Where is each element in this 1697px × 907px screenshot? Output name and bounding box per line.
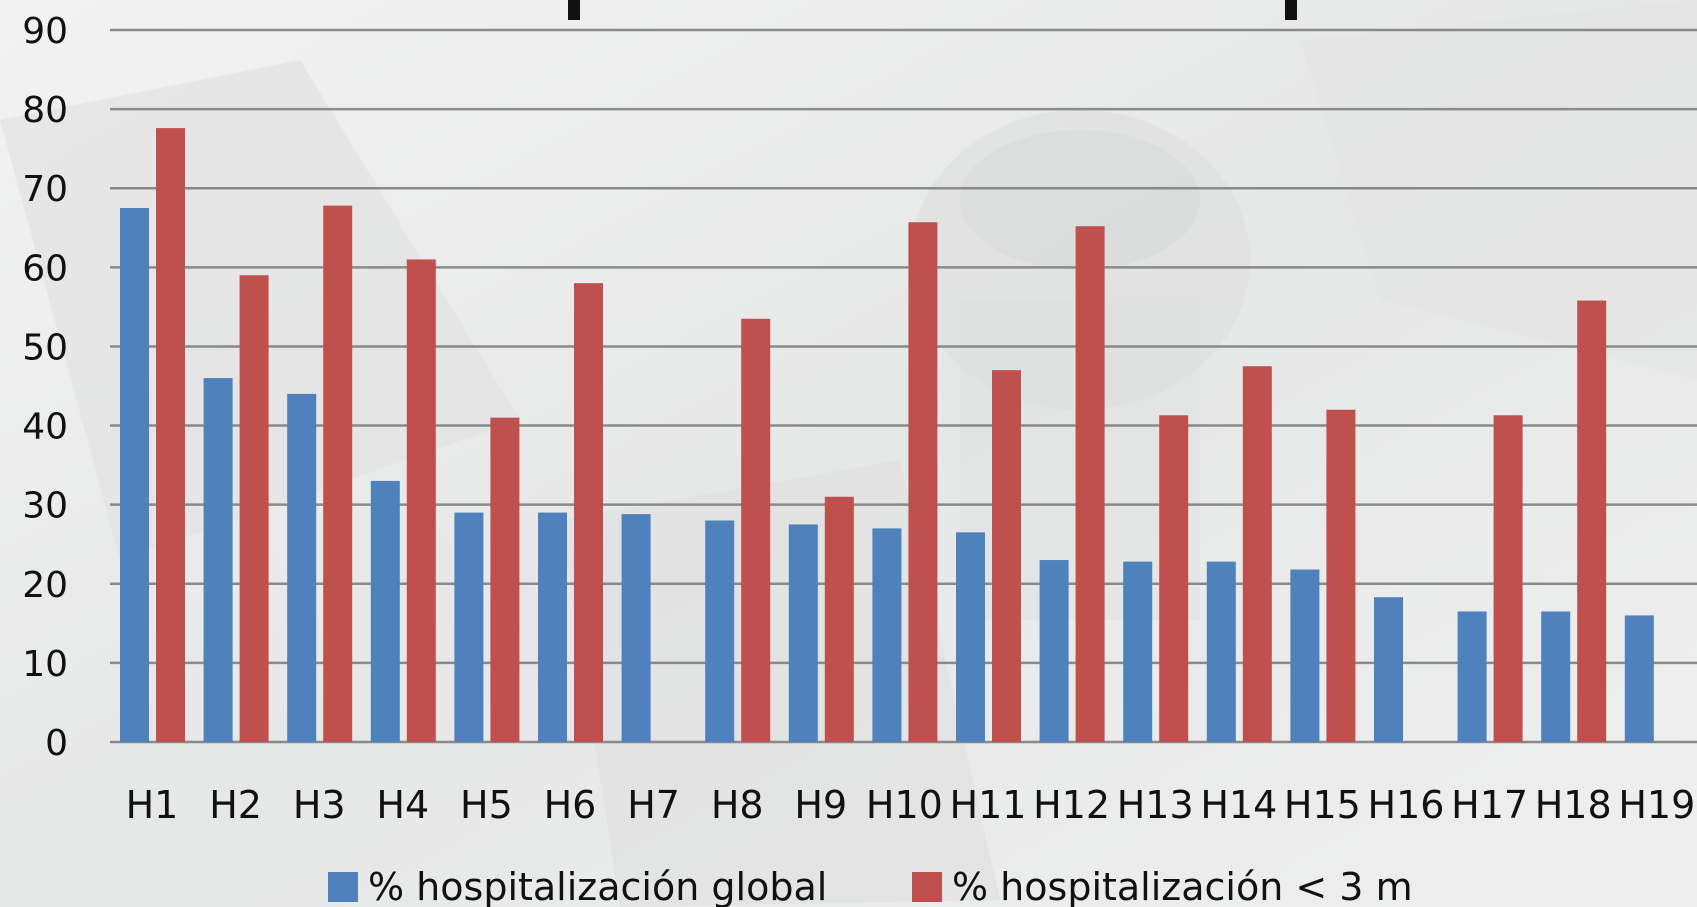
bar [1159,415,1189,742]
x-tick-label: H12 [1033,783,1110,827]
bar [992,370,1021,742]
bar [156,128,185,742]
x-tick-label: H7 [627,783,680,827]
legend-swatch [912,872,942,902]
bar [239,275,269,742]
bar [406,259,436,742]
bar [490,417,520,742]
bar [1374,597,1403,742]
bar [1624,615,1654,742]
bar [956,532,985,742]
bar [705,520,735,742]
bar [741,318,771,742]
bar [370,480,400,742]
bar [120,208,149,742]
x-tick-label: H6 [544,783,597,827]
x-tick-label: H14 [1200,783,1277,827]
x-tick-label: H1 [126,783,179,827]
x-tick-label: H2 [209,783,262,827]
bar [788,524,818,742]
x-tick-label: H16 [1368,783,1445,827]
x-tick-label: H17 [1451,783,1528,827]
legend-label: % hospitalización < 3 m [952,865,1413,907]
y-tick-label: 80 [22,90,68,131]
x-tick-label: H8 [711,783,764,827]
bar [621,514,651,742]
bar [203,378,233,742]
title-fragment-left [568,0,580,20]
legend-swatch [328,872,358,902]
x-tick-label: H11 [950,783,1027,827]
bar [1039,560,1069,742]
y-tick-label: 0 [45,723,68,764]
legend-label: % hospitalización global [368,865,827,907]
bar [1242,366,1272,742]
bar [1123,561,1153,742]
bar [1541,611,1571,742]
bar [1326,409,1356,742]
x-tick-label: H5 [460,783,513,827]
bar [1577,300,1607,742]
y-tick-label: 40 [22,407,68,448]
bar [872,528,902,742]
y-tick-label: 20 [22,565,68,606]
x-tick-label: H15 [1284,783,1361,827]
bar [323,205,353,743]
bar [454,512,484,742]
bar [1206,561,1236,742]
bar [1075,226,1105,742]
y-tick-label: 10 [22,644,68,685]
y-tick-label: 90 [22,11,68,52]
bar [574,283,603,742]
x-tick-label: H3 [293,783,346,827]
bar [287,393,317,742]
y-tick-label: 50 [22,327,68,368]
title-fragment-right [1285,0,1297,20]
x-tick-label: H18 [1535,783,1612,827]
bar [1493,415,1523,742]
y-tick-label: 70 [22,169,68,210]
y-tick-label: 30 [22,486,68,527]
bar [1457,611,1487,742]
bar [538,512,567,742]
bar [824,496,854,742]
x-tick-label: H9 [794,783,847,827]
x-tick-label: H10 [866,783,943,827]
x-tick-label: H4 [376,783,429,827]
bar [1290,569,1320,742]
x-tick-label: H13 [1117,783,1194,827]
x-tick-label: H19 [1618,783,1695,827]
bar [908,222,938,743]
y-tick-label: 60 [22,248,68,289]
